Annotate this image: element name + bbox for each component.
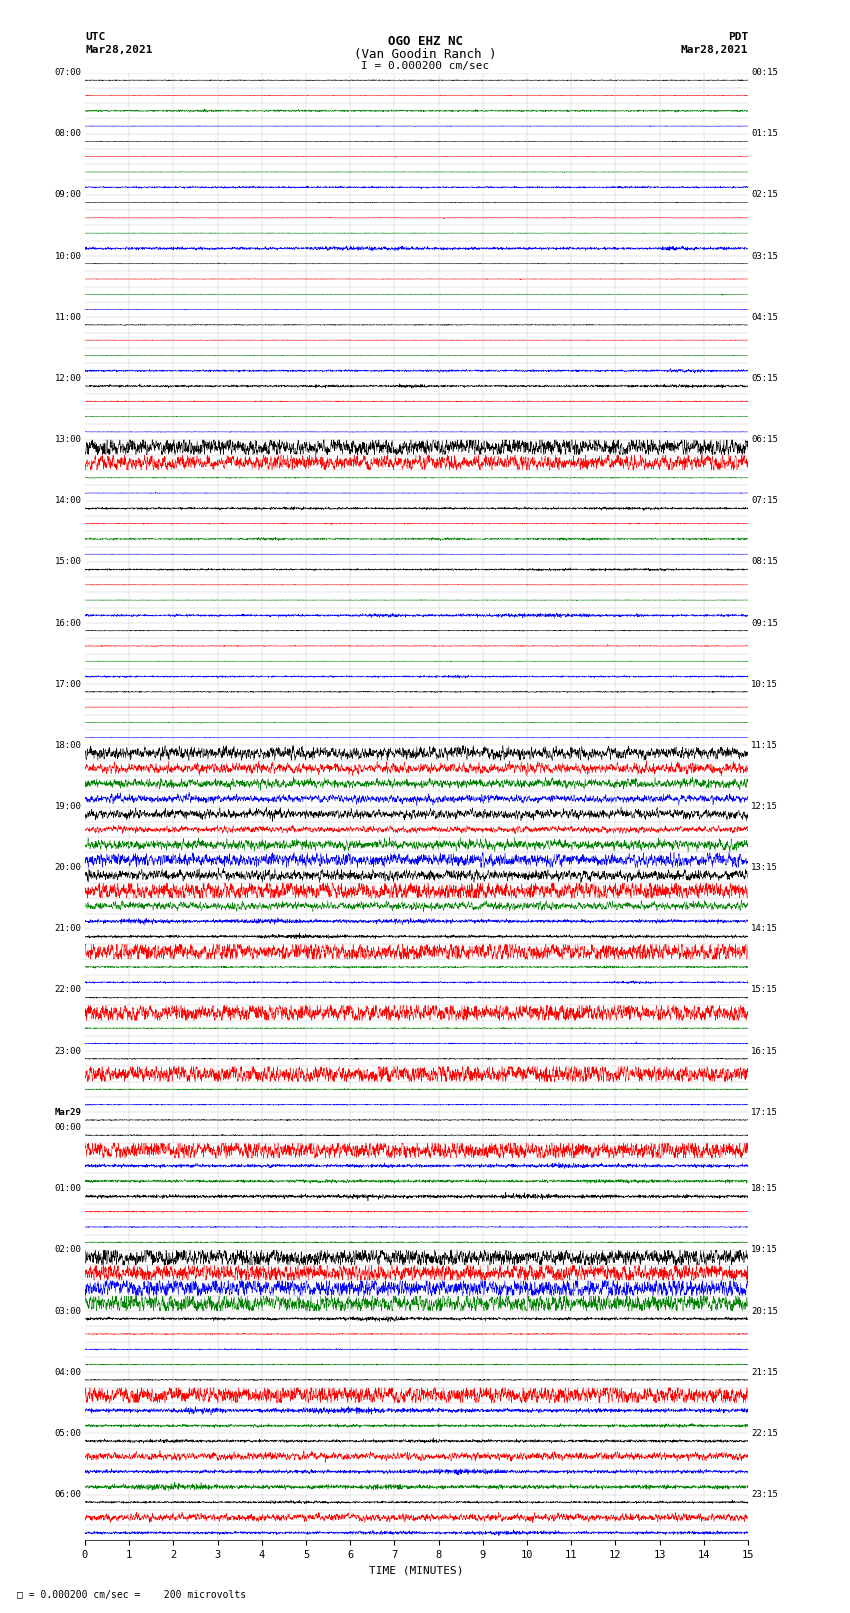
Text: 03:15: 03:15 <box>751 252 779 261</box>
Text: 00:15: 00:15 <box>751 68 779 77</box>
Text: 18:15: 18:15 <box>751 1184 779 1194</box>
Text: 11:00: 11:00 <box>54 313 82 321</box>
Text: 02:15: 02:15 <box>751 190 779 200</box>
Text: 01:15: 01:15 <box>751 129 779 139</box>
Text: 05:15: 05:15 <box>751 374 779 382</box>
Text: 18:00: 18:00 <box>54 740 82 750</box>
Text: Mar28,2021: Mar28,2021 <box>681 45 748 55</box>
Text: 06:15: 06:15 <box>751 436 779 444</box>
Text: 21:00: 21:00 <box>54 924 82 934</box>
Text: 23:00: 23:00 <box>54 1047 82 1055</box>
X-axis label: TIME (MINUTES): TIME (MINUTES) <box>369 1566 464 1576</box>
Text: 09:15: 09:15 <box>751 618 779 627</box>
Text: 03:00: 03:00 <box>54 1307 82 1316</box>
Text: Mar29: Mar29 <box>54 1108 82 1116</box>
Text: 02:00: 02:00 <box>54 1245 82 1255</box>
Text: □: □ <box>17 1590 23 1600</box>
Text: 19:15: 19:15 <box>751 1245 779 1255</box>
Text: = 0.000200 cm/sec =    200 microvolts: = 0.000200 cm/sec = 200 microvolts <box>17 1590 246 1600</box>
Text: 08:00: 08:00 <box>54 129 82 139</box>
Text: 11:15: 11:15 <box>751 740 779 750</box>
Text: 16:00: 16:00 <box>54 618 82 627</box>
Text: 07:15: 07:15 <box>751 497 779 505</box>
Text: 13:00: 13:00 <box>54 436 82 444</box>
Text: 08:15: 08:15 <box>751 558 779 566</box>
Text: 09:00: 09:00 <box>54 190 82 200</box>
Text: 22:00: 22:00 <box>54 986 82 995</box>
Text: 04:15: 04:15 <box>751 313 779 321</box>
Text: 14:00: 14:00 <box>54 497 82 505</box>
Text: 00:00: 00:00 <box>54 1123 82 1132</box>
Text: 12:15: 12:15 <box>751 802 779 811</box>
Text: 12:00: 12:00 <box>54 374 82 382</box>
Text: 20:00: 20:00 <box>54 863 82 873</box>
Text: 06:00: 06:00 <box>54 1490 82 1498</box>
Text: 14:15: 14:15 <box>751 924 779 934</box>
Text: (Van Goodin Ranch ): (Van Goodin Ranch ) <box>354 48 496 61</box>
Text: Mar28,2021: Mar28,2021 <box>85 45 152 55</box>
Text: UTC: UTC <box>85 32 105 42</box>
Text: 20:15: 20:15 <box>751 1307 779 1316</box>
Text: 10:00: 10:00 <box>54 252 82 261</box>
Text: 23:15: 23:15 <box>751 1490 779 1498</box>
Text: PDT: PDT <box>728 32 748 42</box>
Text: 15:15: 15:15 <box>751 986 779 995</box>
Text: 05:00: 05:00 <box>54 1429 82 1437</box>
Text: 01:00: 01:00 <box>54 1184 82 1194</box>
Text: 13:15: 13:15 <box>751 863 779 873</box>
Text: 17:15: 17:15 <box>751 1108 779 1116</box>
Text: 15:00: 15:00 <box>54 558 82 566</box>
Text: 21:15: 21:15 <box>751 1368 779 1378</box>
Text: 19:00: 19:00 <box>54 802 82 811</box>
Text: 07:00: 07:00 <box>54 68 82 77</box>
Text: 04:00: 04:00 <box>54 1368 82 1378</box>
Text: I = 0.000200 cm/sec: I = 0.000200 cm/sec <box>361 61 489 71</box>
Text: OGO EHZ NC: OGO EHZ NC <box>388 35 462 48</box>
Text: 22:15: 22:15 <box>751 1429 779 1437</box>
Text: 16:15: 16:15 <box>751 1047 779 1055</box>
Text: 17:00: 17:00 <box>54 679 82 689</box>
Text: 10:15: 10:15 <box>751 679 779 689</box>
